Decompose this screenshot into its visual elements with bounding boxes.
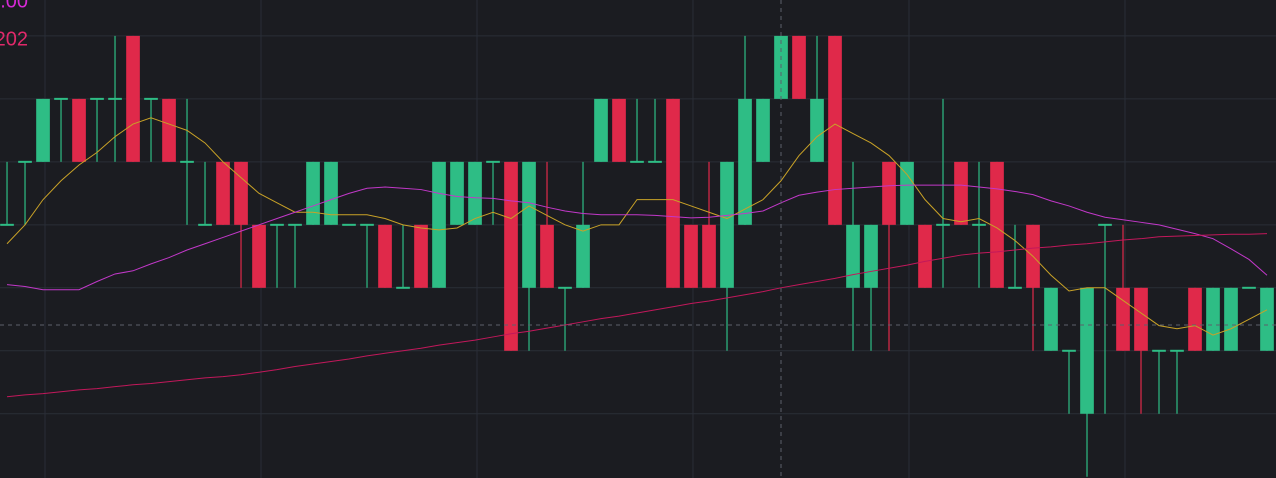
candle-body: [720, 161, 734, 288]
candle-body: [1242, 286, 1256, 289]
candle-body: [450, 161, 464, 225]
candle-body: [252, 224, 266, 288]
moving-average-line: [6, 233, 1268, 398]
moving-average-line: [6, 184, 1268, 291]
candle-body: [126, 35, 140, 162]
candle-body: [990, 161, 1004, 288]
candle-body: [648, 160, 662, 163]
candle-body: [972, 223, 986, 226]
candle-body: [612, 98, 626, 162]
candle-body: [954, 161, 968, 225]
candle-body: [108, 97, 122, 100]
candle-body: [1188, 287, 1202, 351]
candle-body: [1152, 349, 1166, 352]
candle-body: [594, 98, 608, 162]
candle-body: [900, 161, 914, 225]
candle-body: [234, 161, 248, 225]
candle-body: [1260, 287, 1274, 351]
candle-body: [1080, 287, 1094, 414]
candle-body: [0, 223, 14, 226]
candle-body: [342, 223, 356, 226]
moving-average-line: [6, 117, 1268, 336]
candle-body: [846, 224, 860, 288]
candle-body: [18, 160, 32, 163]
candle-body: [576, 224, 590, 288]
candle-body: [396, 286, 410, 289]
candle-body: [936, 223, 950, 226]
price-label: .00: [0, 0, 28, 12]
candle-body: [1062, 349, 1076, 352]
candle-body: [1206, 287, 1220, 351]
candle-body: [666, 98, 680, 288]
candle-body: [468, 161, 482, 225]
candle-body: [918, 224, 932, 288]
candle-body: [1008, 286, 1022, 289]
candle-body: [486, 160, 500, 163]
candle-body: [36, 98, 50, 162]
candle-body: [1098, 223, 1112, 226]
candle-body: [558, 286, 572, 289]
candle-body: [378, 224, 392, 288]
candle-body: [738, 98, 752, 225]
candle-body: [216, 161, 230, 225]
candle-body: [432, 161, 446, 288]
candle-body: [540, 224, 554, 288]
candle-body: [198, 223, 212, 226]
candle-body: [630, 160, 644, 163]
candle-body: [882, 161, 896, 225]
candle-body: [288, 223, 302, 226]
candle-body: [1224, 287, 1238, 351]
candle-body: [414, 224, 428, 288]
candle-body: [792, 35, 806, 99]
candle-body: [810, 98, 824, 162]
candle-body: [1134, 287, 1148, 351]
candle-body: [1170, 349, 1184, 352]
candle-body: [54, 97, 68, 100]
candle-body: [828, 35, 842, 225]
candle-body: [522, 161, 536, 288]
price-label: 202: [0, 28, 28, 50]
candle-body: [306, 161, 320, 225]
candle-body: [360, 223, 374, 226]
candle-body: [756, 98, 770, 162]
candle-body: [270, 223, 284, 226]
candle-body: [324, 161, 338, 225]
candle-body: [702, 224, 716, 288]
candle-body: [1044, 287, 1058, 351]
candle-body: [72, 98, 86, 162]
candle-body: [162, 98, 176, 162]
candle-body: [684, 224, 698, 288]
candle-body: [864, 224, 878, 288]
candle-body: [90, 97, 104, 100]
candle-body: [1116, 287, 1130, 351]
candle-body: [180, 160, 194, 163]
candle-body: [504, 161, 518, 351]
candle-body: [144, 97, 158, 100]
